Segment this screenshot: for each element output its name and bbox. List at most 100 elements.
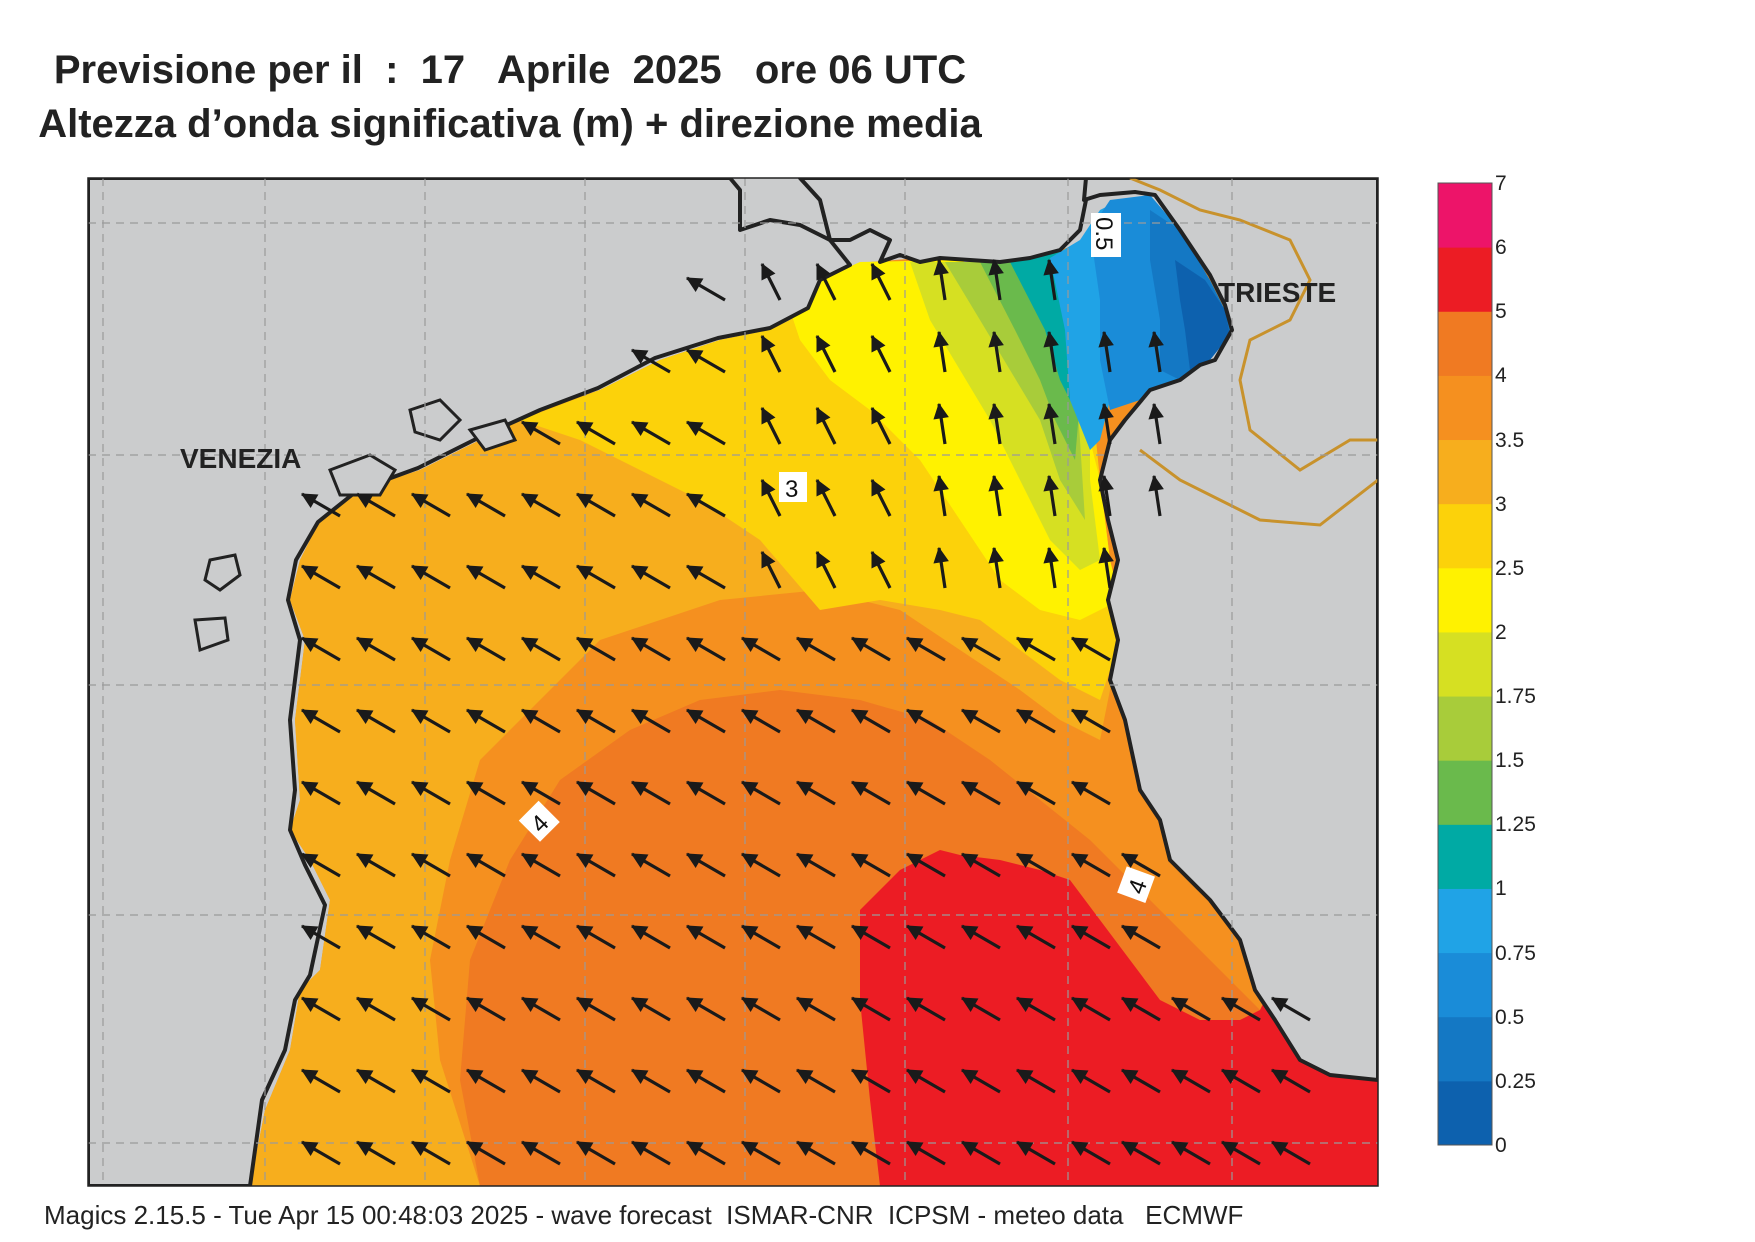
wave-arrow-head [631, 349, 649, 365]
wave-arrow-head [356, 1141, 374, 1157]
wave-arrow-head [1071, 709, 1089, 725]
footer-credits: Magics 2.15.5 - Tue Apr 15 00:48:03 2025… [44, 1200, 1244, 1230]
wave-arrow-head [521, 853, 539, 869]
wave-arrow-head [631, 853, 649, 869]
wave-arrow-head [1071, 853, 1089, 869]
wave-arrow-head [851, 1069, 869, 1085]
wave-arrow-head [988, 546, 1004, 564]
wave-arrow-head [356, 709, 374, 725]
wave-arrow-head [961, 781, 979, 797]
wave-arrow-head [1043, 402, 1059, 420]
wave-arrow-head [521, 925, 539, 941]
wave-arrow-head [1016, 925, 1034, 941]
wave-arrow-head [988, 258, 1004, 276]
wave-arrow-head [411, 1141, 429, 1157]
contour-label-0.5: 0.5 [1090, 213, 1121, 257]
wave-arrow-head [1016, 1069, 1034, 1085]
wave-arrow-head [411, 1069, 429, 1085]
wave-arrow-head [1221, 1141, 1239, 1157]
legend-swatch-1.75–2 [1438, 631, 1492, 697]
wave-arrow-head [466, 781, 484, 797]
wave-arrow-head [1071, 637, 1089, 653]
wave-arrow-head [1121, 1141, 1139, 1157]
wave-arrow-head [871, 551, 886, 569]
wave-arrow-head [301, 781, 319, 797]
legend-tick-label: 1.75 [1495, 685, 1536, 709]
wave-arrow-head [1016, 997, 1034, 1013]
map-area: VENEZIA TRIESTE 0.5 3 4 4 [88, 178, 1378, 1186]
wave-arrow-head [741, 709, 759, 725]
legend-tick-label: 2.5 [1495, 556, 1525, 580]
legend-tick-label: 5 [1495, 300, 1507, 324]
wave-arrow-head [356, 565, 374, 581]
forecast-title: Previsione per il : 17 Aprile 2025 ore 0… [53, 48, 967, 92]
legend-swatch-5–6 [1438, 247, 1492, 312]
legend-tick-label: 0.75 [1495, 941, 1536, 965]
wave-arrow-head [933, 474, 949, 492]
wave-arrow-head [1071, 997, 1089, 1013]
wave-arrow-head [686, 637, 704, 653]
wave-arrow-head [1121, 1069, 1139, 1085]
wave-arrow-head [796, 853, 814, 869]
map-frame [87, 177, 1379, 1187]
wave-arrow-head [356, 853, 374, 869]
wave-arrow-head [301, 637, 319, 653]
wave-arrow-head [521, 637, 539, 653]
wave-arrow-head [933, 546, 949, 564]
city-label-venezia: VENEZIA [180, 443, 301, 474]
contour-label-3: 3 [779, 472, 807, 503]
wave-arrow-head [1071, 1141, 1089, 1157]
wave-direction-arrows [301, 258, 1311, 1166]
wave-arrow-head [1098, 474, 1114, 492]
wave-arrow-head [851, 853, 869, 869]
wave-arrow-head [686, 565, 704, 581]
wave-arrow-head [631, 421, 649, 437]
wave-arrow-head [761, 479, 776, 497]
wave-arrow-head [466, 709, 484, 725]
wave-arrow-head [466, 997, 484, 1013]
wave-arrow-head [1043, 258, 1059, 276]
wave-arrow-head [906, 1069, 924, 1085]
wave-arrow-head [796, 1069, 814, 1085]
band-5-6 [860, 850, 1378, 1186]
wave-arrow-head [576, 853, 594, 869]
wave-arrow-head [761, 407, 776, 425]
legend-frame [1437, 182, 1493, 1146]
wave-arrow-head [961, 925, 979, 941]
wave-arrow-head [686, 349, 704, 365]
wave-arrow-head [521, 781, 539, 797]
wave-arrow-head [576, 493, 594, 509]
wave-arrow-head [1148, 402, 1164, 420]
wave-arrow-head [1043, 546, 1059, 564]
wave-arrow-head [576, 997, 594, 1013]
wave-arrow-head [466, 1141, 484, 1157]
legend-swatch-6–7 [1438, 183, 1492, 248]
wave-arrow-head [466, 853, 484, 869]
wave-arrow-head [961, 997, 979, 1013]
wave-arrow-head [906, 709, 924, 725]
wave-arrow-head [411, 925, 429, 941]
wave-arrow-head [576, 709, 594, 725]
national-border [1129, 178, 1378, 472]
wave-arrow-head [356, 925, 374, 941]
wave-arrow-head [521, 493, 539, 509]
wave-arrow-head [576, 781, 594, 797]
wave-arrow-head [521, 1141, 539, 1157]
wave-arrow-head [741, 925, 759, 941]
wave-arrow-head [686, 493, 704, 509]
wave-arrow-head [1098, 402, 1114, 420]
wave-arrow-head [356, 493, 374, 509]
wave-arrow-head [816, 479, 831, 497]
wave-arrow-head [686, 709, 704, 725]
wave-arrow-head [301, 1069, 319, 1085]
coastline [88, 178, 1378, 1186]
wave-arrow-head [631, 1069, 649, 1085]
wave-arrow-head [906, 781, 924, 797]
legend-swatch-3.5–4 [1438, 375, 1492, 441]
wave-arrow-head [301, 997, 319, 1013]
wave-arrow-head [796, 997, 814, 1013]
legend-swatch-1.25–1.5 [1438, 760, 1492, 825]
legend-swatch-3–3.5 [1438, 439, 1492, 505]
wave-arrow-head [1148, 330, 1164, 348]
wave-arrow-head [1221, 997, 1239, 1013]
